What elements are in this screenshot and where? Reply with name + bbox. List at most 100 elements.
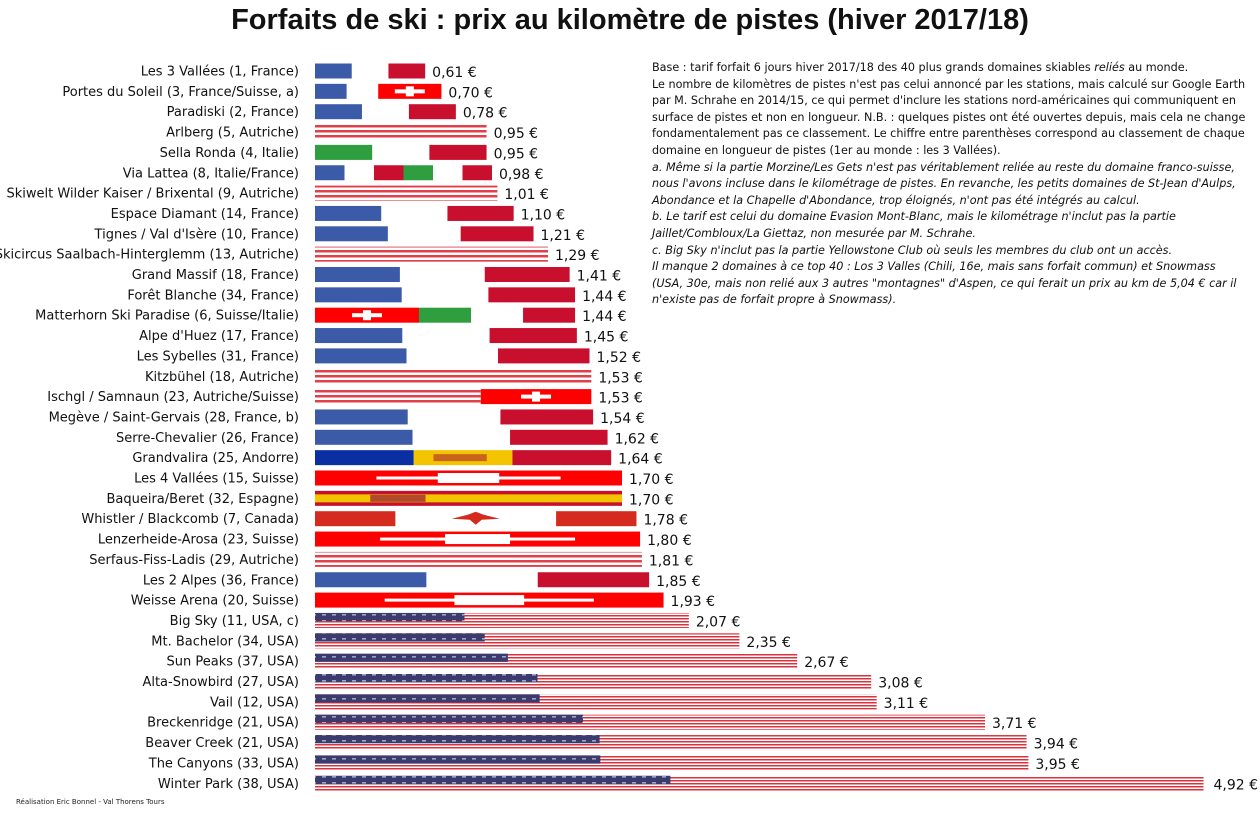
category-label: Vail (12, USA): [210, 695, 299, 710]
value-label: 0,70 €: [448, 85, 493, 101]
category-label: Breckenridge (21, USA): [147, 716, 299, 731]
value-label: 0,61 €: [432, 65, 477, 81]
credit-text: Réalisation Eric Bonnel - Val Thorens To…: [16, 798, 165, 806]
bar: [315, 470, 623, 486]
category-label: Beaver Creek (21, USA): [145, 736, 299, 751]
category-label: Serre-Chevalier (26, France): [116, 431, 299, 446]
value-label: 1,21 €: [541, 228, 586, 244]
bar: [315, 735, 1027, 751]
bar: [315, 104, 456, 120]
value-label: 1,53 €: [598, 370, 643, 386]
bar: [315, 348, 590, 364]
category-label: Via Lattea (8, Italie/France): [123, 166, 299, 181]
category-label: Les 3 Vallées (1, France): [141, 65, 299, 80]
bar: [315, 185, 498, 201]
bar: [315, 755, 1029, 771]
value-label: 1,44 €: [582, 289, 627, 305]
category-label: Espace Diamant (14, France): [111, 207, 299, 222]
category-label: Portes du Soleil (3, France/Suisse, a): [62, 85, 299, 100]
bar: [315, 409, 594, 425]
category-label: Whistler / Blackcomb (7, Canada): [81, 512, 299, 527]
bar: [315, 490, 623, 506]
note-missing: Il manque 2 domaines à ce top 40 : Los 3…: [652, 260, 1237, 307]
value-label: 1,70 €: [629, 492, 674, 508]
category-label: Forêt Blanche (34, France): [127, 288, 299, 303]
value-label: 3,71 €: [992, 716, 1037, 732]
category-label: Grand Massif (18, France): [132, 268, 299, 283]
value-label: 1,10 €: [521, 207, 566, 223]
category-label: Les 4 Vallées (15, Suisse): [134, 472, 299, 487]
notes-intro-start: Base : tarif forfait 6 jours hiver 2017/…: [652, 61, 1095, 74]
bar: [315, 205, 514, 221]
value-label: 1,41 €: [577, 269, 622, 285]
notes-intro: Base : tarif forfait 6 jours hiver 2017/…: [652, 60, 1248, 77]
bar: [315, 328, 577, 344]
category-label: Matterhorn Ski Paradise (6, Suisse/Itali…: [35, 309, 299, 324]
category-label: Les 2 Alpes (36, France): [143, 573, 299, 588]
value-label: 0,98 €: [499, 167, 544, 183]
category-label: Tignes / Val d'Isère (10, France): [94, 227, 299, 242]
value-label: 0,78 €: [463, 106, 508, 122]
value-label: 1,53 €: [598, 391, 643, 407]
bar: [315, 653, 798, 669]
category-label: Big Sky (11, USA, c): [170, 614, 299, 629]
notes-intro-emphasis: reliés: [1094, 61, 1125, 74]
bar: [315, 83, 442, 99]
notes-intro-end: au monde.: [1124, 61, 1189, 74]
category-label: Grandvalira (25, Andorre): [132, 451, 299, 466]
category-label: Sun Peaks (37, USA): [167, 655, 300, 670]
chart-title: Forfaits de ski : prix au kilomètre de p…: [231, 4, 1029, 36]
category-label: Lenzerheide-Arosa (23, Suisse): [98, 533, 299, 548]
value-label: 4,92 €: [1213, 777, 1258, 793]
value-label: 1,52 €: [597, 350, 642, 366]
bar: [315, 511, 637, 527]
category-label: Serfaus-Fiss-Ladis (29, Autriche): [89, 553, 299, 568]
category-label: Skiwelt Wilder Kaiser / Brixental (9, Au…: [7, 187, 299, 202]
bar: [315, 307, 576, 323]
category-label: Winter Park (38, USA): [158, 777, 299, 792]
bar: [315, 389, 592, 405]
value-label: 1,54 €: [600, 411, 645, 427]
value-label: 0,95 €: [494, 146, 539, 162]
value-label: 3,94 €: [1034, 737, 1079, 753]
category-label: Alpe d'Huez (17, France): [139, 329, 299, 344]
bar: [315, 429, 608, 445]
bar: [315, 144, 487, 160]
bar: [315, 124, 487, 140]
bar: [315, 694, 877, 710]
value-label: 1,70 €: [629, 472, 674, 488]
bar: [315, 267, 570, 282]
category-label: Arlberg (5, Autriche): [166, 126, 299, 141]
bar: [315, 287, 576, 303]
category-label: Megève / Saint-Gervais (28, France, b): [49, 410, 299, 425]
category-label: Weisse Arena (20, Suisse): [131, 594, 299, 609]
value-label: 1,62 €: [615, 431, 660, 447]
category-label: Sella Ronda (4, Italie): [160, 146, 299, 161]
value-label: 3,08 €: [878, 676, 923, 692]
value-label: 2,67 €: [804, 655, 849, 671]
value-label: 1,85 €: [656, 574, 701, 590]
bar: [315, 674, 872, 689]
note-c: c. Big Sky n'inclut pas la partie Yellow…: [652, 243, 1173, 257]
value-label: 2,35 €: [746, 635, 791, 651]
bar: [315, 551, 642, 567]
category-label: Les Sybelles (31, France): [137, 349, 299, 364]
bar: [315, 714, 986, 730]
notes-method: Le nombre de kilomètres de pistes n'est …: [652, 77, 1246, 157]
category-label: Paradiski (2, France): [167, 105, 299, 120]
category-label: Skicircus Saalbach-Hinterglemm (13, Autr…: [0, 248, 299, 263]
value-label: 1,78 €: [643, 513, 688, 529]
bar: [315, 592, 664, 608]
category-label: Alta-Snowbird (27, USA): [142, 675, 299, 690]
category-label: Baqueira/Beret (32, Espagne): [106, 492, 299, 507]
bar: [315, 531, 641, 547]
note-b: b. Le tarif est celui du domaine Evasion…: [652, 210, 1176, 240]
bar: [315, 633, 740, 649]
bar: [315, 450, 612, 466]
value-label: 1,64 €: [618, 452, 663, 468]
value-label: 1,80 €: [647, 533, 692, 549]
value-label: 3,95 €: [1035, 757, 1080, 773]
value-label: 1,45 €: [584, 330, 629, 346]
value-label: 2,07 €: [696, 614, 741, 630]
bar: [315, 368, 592, 384]
